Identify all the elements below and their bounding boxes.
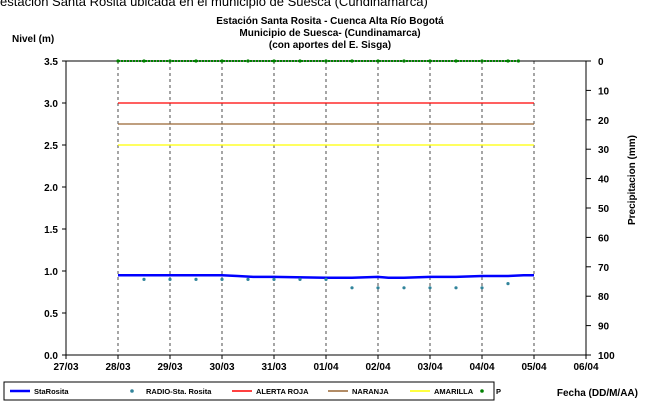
series-starosita (118, 273, 534, 279)
x-axis-label: Fecha (DD/M/AA) (557, 388, 638, 399)
legend-item: P (480, 387, 501, 396)
legend-label: StaRosita (34, 387, 69, 396)
data-point (376, 286, 380, 290)
legend-label: P (496, 387, 501, 396)
legend-label: AMARILLA (434, 387, 474, 396)
y2-tick-label: 0 (598, 57, 604, 68)
legend: StaRosita RADIO-Sta. Rosita ALERTA ROJA NAR… (3, 381, 501, 401)
title-line-1: Estación Santa Rosita - Cuenca Alta Río … (216, 16, 444, 27)
chart-title: Estación Santa Rosita - Cuenca Alta Río … (216, 16, 444, 51)
y-tick-label: 2.0 (44, 183, 58, 194)
title-line-3: (con aportes del E. Sisga) (269, 40, 391, 51)
y2-tick-label: 10 (598, 86, 610, 97)
data-point (428, 286, 432, 290)
data-point (246, 277, 250, 281)
series-radio-sta-rosita (142, 277, 510, 290)
data-point (142, 277, 146, 281)
y2-tick-label: 70 (598, 263, 610, 274)
x-tick-label: 01/04 (313, 362, 338, 373)
x-tick-label: 04/04 (469, 362, 494, 373)
y2-axis-label: Precipitacion (mm) (627, 135, 638, 225)
legend-marker (480, 389, 484, 393)
x-tick-label: 28/03 (105, 362, 130, 373)
data-point (350, 286, 354, 290)
data-point (194, 277, 198, 281)
series-line (118, 273, 534, 279)
y-tick-label: 3.0 (44, 99, 58, 110)
data-point (220, 277, 224, 281)
legend-label: RADIO-Sta. Rosita (146, 387, 212, 396)
y-tick-label: 1.0 (44, 267, 58, 278)
data-point (168, 277, 172, 281)
data-point (480, 286, 484, 290)
y-tick-label: 0.5 (44, 309, 58, 320)
y2-tick-label: 90 (598, 322, 610, 333)
legend-item: NARANJA (328, 387, 389, 396)
x-tick-label: 29/03 (157, 362, 182, 373)
x-tick-label: 02/04 (365, 362, 390, 373)
legend-label: ALERTA ROJA (256, 387, 309, 396)
plot-area: 27/03 28/03 29/03 30/03 31/03 01/04 02/04 03/04… (44, 57, 615, 373)
data-point (402, 286, 406, 290)
x-tick-label: 05/04 (521, 362, 546, 373)
y-axis-label: Nivel (m) (12, 34, 54, 45)
legend-marker (130, 389, 134, 393)
y-tick-label: 1.5 (44, 225, 58, 236)
x-tick-label: 03/04 (417, 362, 442, 373)
x-tick-label: 30/03 (209, 362, 234, 373)
legend-item: StaRosita (10, 387, 69, 396)
data-point (324, 277, 328, 281)
y-tick-label: 2.5 (44, 141, 58, 152)
y2-tick-label: 50 (598, 204, 610, 215)
series-p (116, 59, 521, 63)
title-line-2: Municipio de Suesca- (Cundinamarca) (239, 28, 420, 39)
y2-tick-label: 80 (598, 292, 610, 303)
y2-tick-label: 20 (598, 116, 610, 127)
data-point (272, 277, 276, 281)
y2-tick-label: 30 (598, 145, 610, 156)
data-point (454, 286, 458, 290)
data-point (506, 282, 510, 286)
y2-tick-label: 100 (598, 351, 615, 362)
legend-item: ALERTA ROJA (232, 387, 309, 396)
y2-tick-label: 60 (598, 233, 610, 244)
legend-label: NARANJA (352, 387, 389, 396)
data-point (298, 277, 302, 281)
x-tick-label: 06/04 (573, 362, 598, 373)
page-caption: estación Santa Rosita ubicada en el muni… (0, 0, 428, 9)
y-tick-label: 3.5 (44, 57, 58, 68)
legend-item: AMARILLA (410, 387, 474, 396)
x-tick-label: 31/03 (261, 362, 286, 373)
legend-item: RADIO-Sta. Rosita (130, 387, 212, 396)
y2-tick-label: 40 (598, 175, 610, 186)
x-tick-label: 27/03 (53, 362, 78, 373)
y-tick-label: 0.0 (44, 351, 58, 362)
